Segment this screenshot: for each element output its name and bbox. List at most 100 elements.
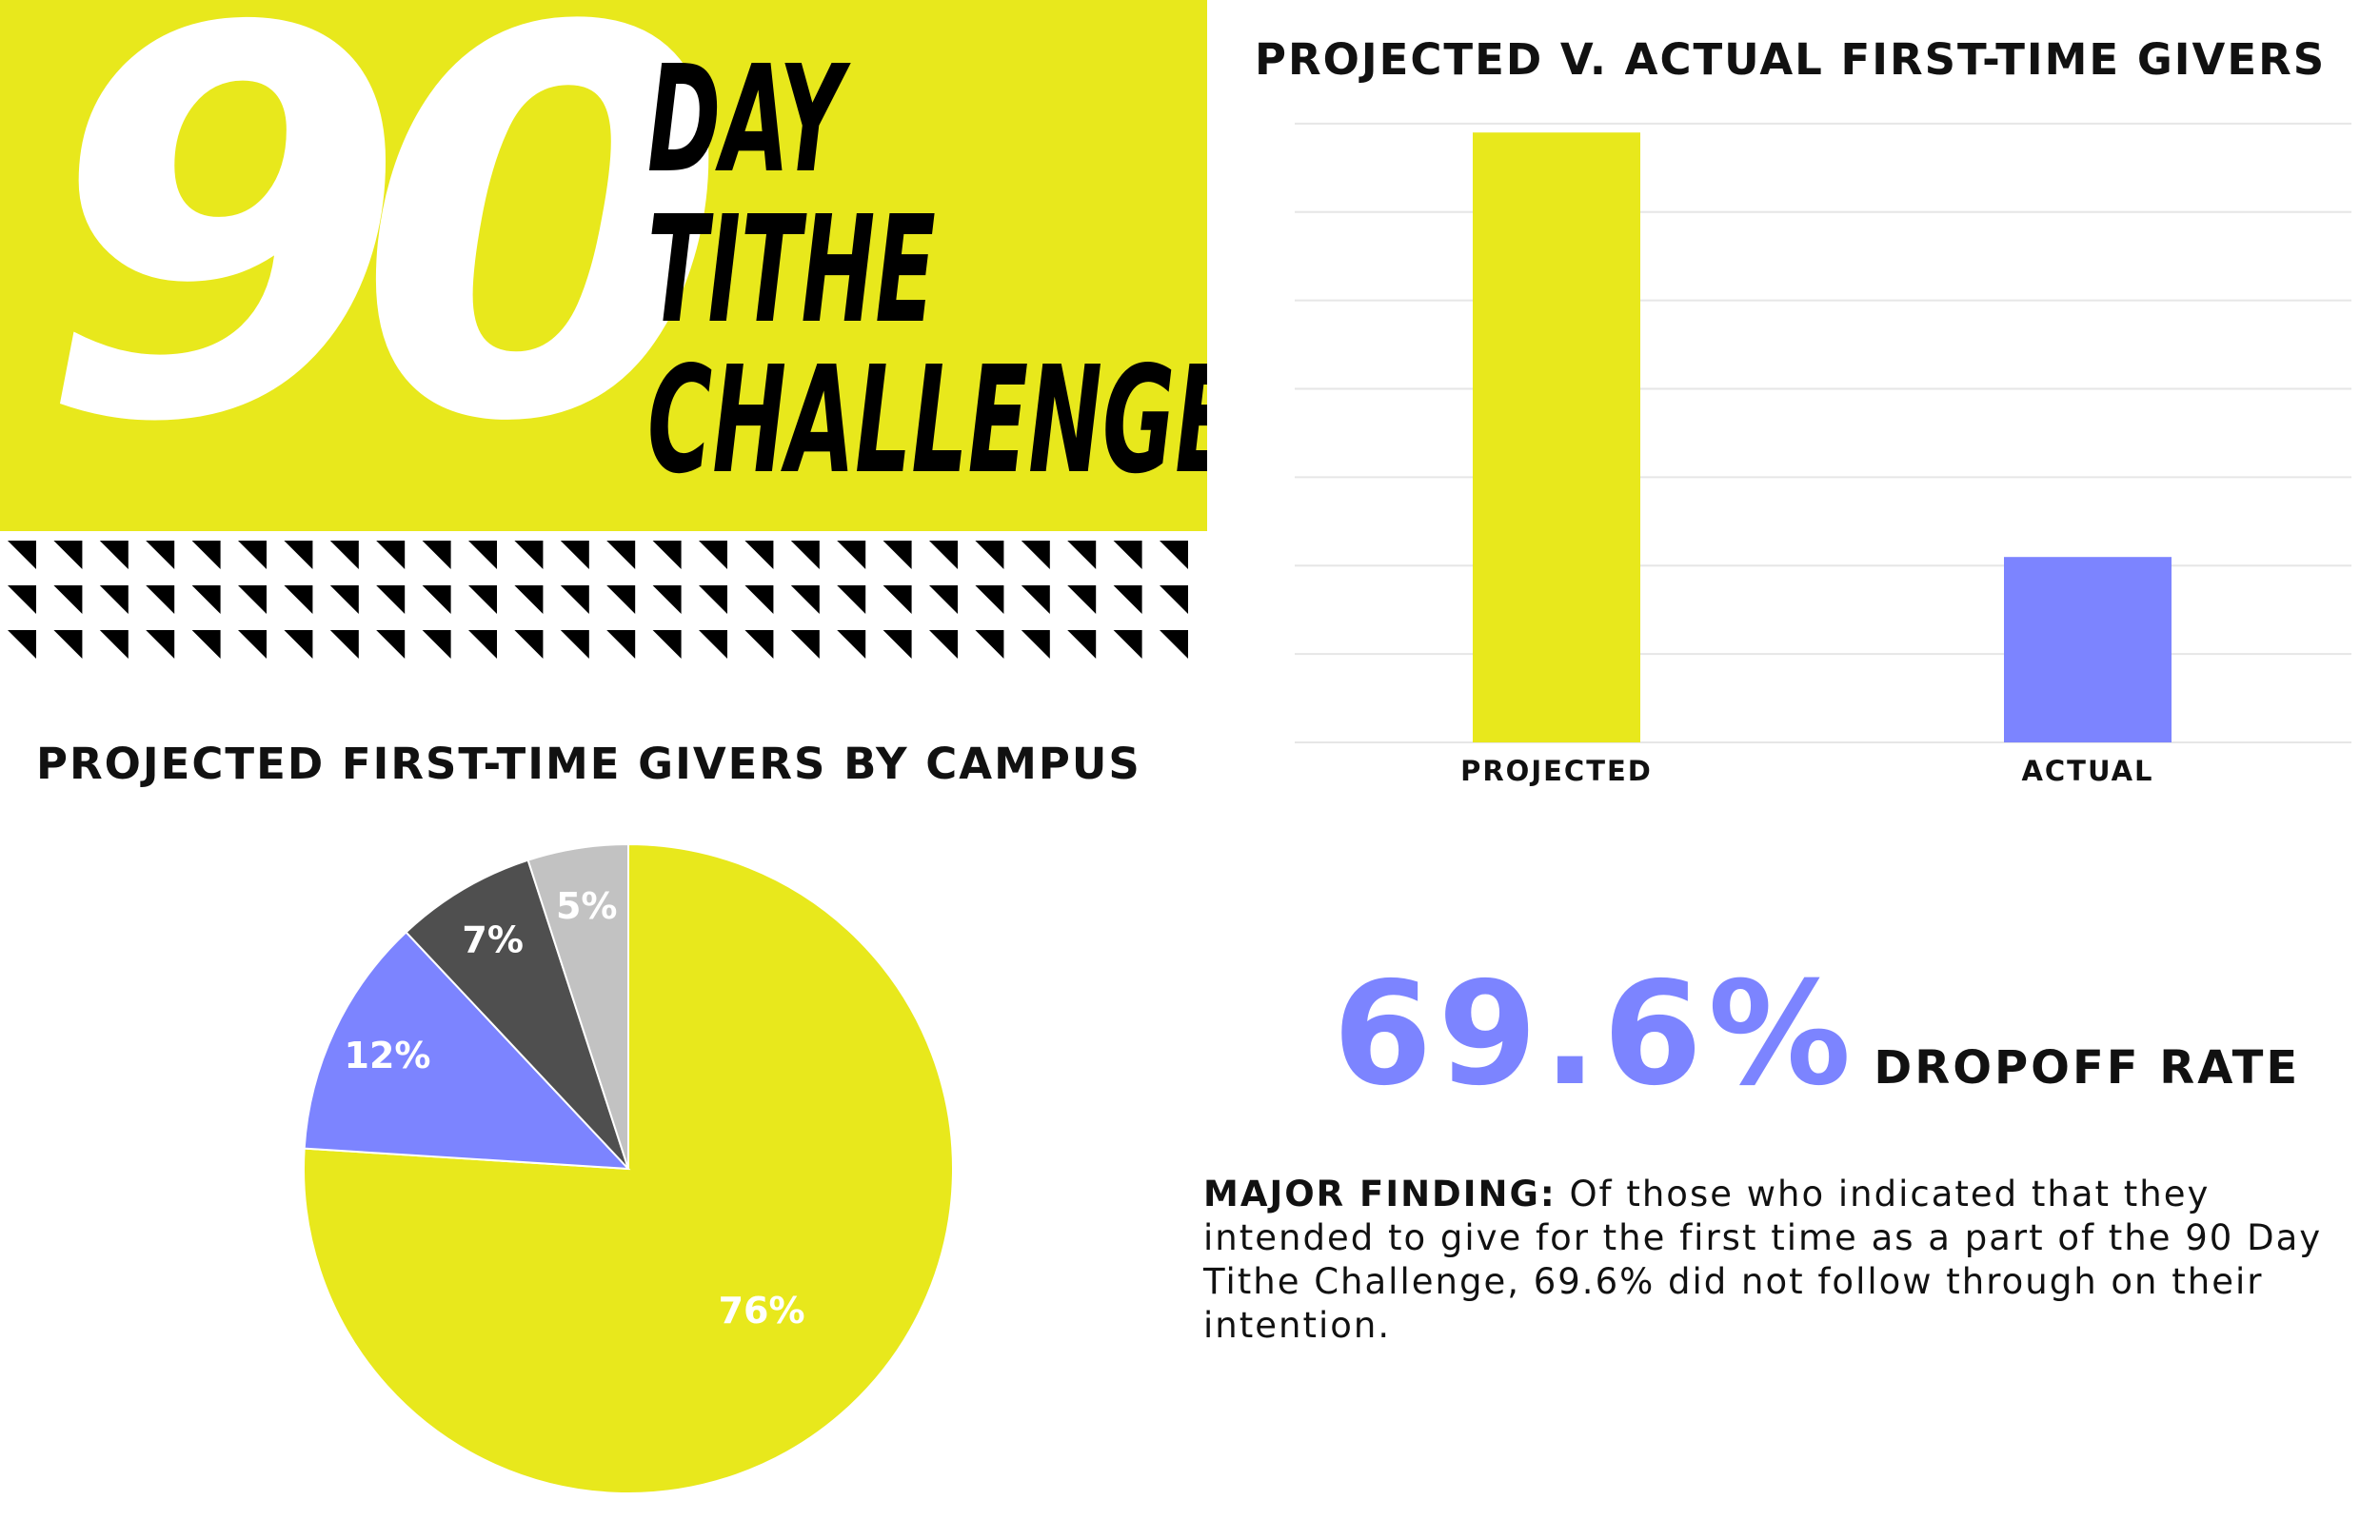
bar-actual: [2004, 557, 2172, 742]
triangle-shape: [53, 541, 83, 569]
triangle-shape: [652, 630, 682, 659]
hero-banner: 90 DAY TITHE CHALLENGE: [0, 0, 1207, 531]
triangle-shape: [146, 541, 175, 569]
triangle-shape: [790, 585, 820, 614]
triangle-shape: [99, 585, 129, 614]
triangle-shape: [1160, 585, 1188, 614]
triangle-shape: [1113, 630, 1142, 659]
triangle-shape: [468, 630, 497, 659]
triangle-shape: [790, 630, 820, 659]
triangle-shape: [975, 585, 1004, 614]
bar-chart-title: PROJECTED V. ACTUAL FIRST-TIME GIVERS: [1255, 34, 2327, 85]
x-tick-label: PROJECTED: [1460, 755, 1653, 787]
triangle-shape: [929, 541, 958, 569]
triangle-shape: [146, 630, 175, 659]
triangle-shape: [284, 630, 313, 659]
pie-slice: [405, 859, 629, 1170]
triangle-shape: [975, 630, 1004, 659]
triangle-shape: [422, 541, 451, 569]
triangle-shape: [837, 630, 866, 659]
triangle-shape: [652, 541, 682, 569]
triangle-shape: [744, 630, 774, 659]
triangle-shape: [191, 630, 221, 659]
triangle-shape: [1021, 541, 1050, 569]
finding-label: MAJOR FINDING:: [1203, 1174, 1557, 1214]
triangle-shape: [1067, 630, 1097, 659]
triangle-shape: [238, 585, 267, 614]
triangle-shape: [975, 541, 1004, 569]
pie-slice-label: 76%: [719, 1290, 805, 1332]
pie-slice-label: 12%: [345, 1035, 431, 1076]
triangle-shape: [99, 541, 129, 569]
triangle-shape: [699, 630, 727, 659]
triangle-pattern: [8, 541, 1188, 659]
pie-slice-label: 7%: [462, 918, 524, 960]
major-finding: MAJOR FINDING: Of those who indicated th…: [1203, 1173, 2327, 1348]
triangle-shape: [422, 630, 451, 659]
triangle-shape: [744, 585, 774, 614]
triangle-shape: [238, 541, 267, 569]
dropoff-label: DROPOFF RATE: [1874, 1041, 2301, 1095]
pie-chart: 76% 12% 7% 5%: [303, 842, 954, 1494]
triangle-shape: [560, 585, 589, 614]
triangle-shape: [1160, 630, 1188, 659]
x-tick-label: ACTUAL: [2021, 755, 2153, 787]
triangle-shape: [652, 585, 682, 614]
triangle-shape: [329, 541, 359, 569]
triangle-shape: [284, 585, 313, 614]
triangle-shape: [699, 585, 727, 614]
triangle-shape: [1021, 585, 1050, 614]
triangle-shape: [376, 541, 406, 569]
triangle-shape: [606, 541, 636, 569]
triangle-shape: [284, 541, 313, 569]
triangle-shape: [191, 585, 221, 614]
triangle-shape: [883, 630, 912, 659]
finding-text: Of those who indicated that they intende…: [1203, 1174, 2323, 1346]
triangle-shape: [191, 541, 221, 569]
triangle-shape: [1021, 630, 1050, 659]
triangle-shape: [238, 630, 267, 659]
triangle-shape: [606, 630, 636, 659]
triangle-shape: [883, 585, 912, 614]
triangle-shape: [1067, 585, 1097, 614]
triangle-shape: [929, 630, 958, 659]
triangle-shape: [8, 541, 36, 569]
triangle-shape: [376, 630, 406, 659]
triangle-shape: [422, 585, 451, 614]
triangle-shape: [560, 541, 589, 569]
pie-slice: [303, 931, 631, 1171]
triangle-shape: [8, 585, 36, 614]
triangle-shape: [790, 541, 820, 569]
triangle-shape: [468, 585, 497, 614]
triangle-shape: [514, 630, 544, 659]
triangle-shape: [929, 585, 958, 614]
hero-word-challenge: CHALLENGE: [647, 334, 1207, 506]
triangle-shape: [837, 541, 866, 569]
dropoff-stat: 69.6% DROPOFF RATE: [1333, 952, 2300, 1117]
triangle-shape: [376, 585, 406, 614]
triangle-shape: [53, 585, 83, 614]
hero-number: 90: [38, 0, 727, 531]
pie-slice: [526, 842, 629, 1170]
triangle-shape: [8, 630, 36, 659]
triangle-shape: [606, 585, 636, 614]
triangle-shape: [1160, 541, 1188, 569]
pie-chart-title: PROJECTED FIRST-TIME GIVERS BY CAMPUS: [36, 739, 1141, 789]
triangle-shape: [514, 541, 544, 569]
triangle-shape: [1113, 585, 1142, 614]
triangle-shape: [329, 630, 359, 659]
bar-projected: [1473, 132, 1640, 743]
bar-chart: PROJECTED ACTUAL: [1295, 122, 2351, 787]
triangle-shape: [99, 630, 129, 659]
dropoff-value: 69.6%: [1333, 952, 1857, 1117]
triangle-shape: [329, 585, 359, 614]
triangle-shape: [883, 541, 912, 569]
triangle-shape: [468, 541, 497, 569]
triangle-shape: [1067, 541, 1097, 569]
triangle-shape: [744, 541, 774, 569]
triangle-shape: [514, 585, 544, 614]
triangle-shape: [560, 630, 589, 659]
hero-word-day: DAY: [647, 33, 843, 206]
triangle-shape: [53, 630, 83, 659]
pie-slice-label: 5%: [556, 885, 618, 927]
